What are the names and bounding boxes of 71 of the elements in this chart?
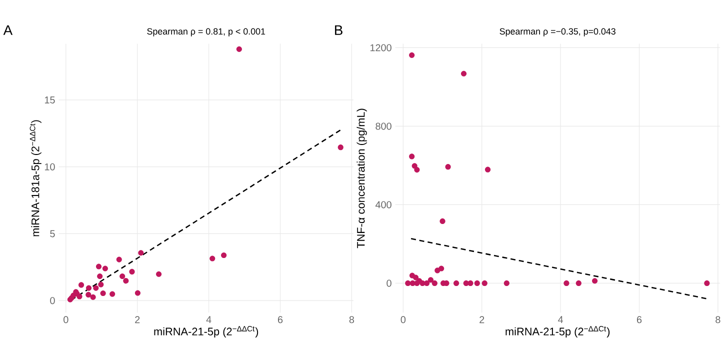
point (704, 280, 710, 286)
point (120, 273, 126, 279)
point (409, 153, 415, 159)
x-tick-label: 8 (716, 316, 720, 323)
point (445, 164, 451, 170)
x-axis-title: miRNA-21-5p (2$^{−ΔΔCt}$) (506, 326, 610, 338)
point (412, 162, 418, 168)
y-tick-label: 10 (44, 163, 55, 170)
point (576, 280, 582, 286)
point (453, 280, 460, 286)
point (97, 273, 103, 279)
y-tick-label: 1200 (370, 44, 392, 52)
point (96, 263, 102, 270)
point (90, 294, 96, 300)
y-tick-label: 800 (376, 122, 392, 130)
point (338, 144, 344, 150)
point (236, 46, 242, 52)
y-tick-label: 400 (375, 200, 392, 208)
x-tick-label: 0 (64, 316, 68, 323)
point (564, 280, 570, 286)
point (98, 282, 104, 288)
point (210, 255, 216, 262)
point (129, 268, 135, 274)
x-tick-label: 2 (480, 316, 484, 323)
point (78, 282, 84, 288)
point (412, 274, 419, 280)
x-tick-label: 0 (400, 316, 406, 323)
chart-title: Spearman ρ =−0.35, p=0.043 (500, 28, 616, 36)
text: B (335, 25, 342, 35)
chart-title: Spearman ρ = 0.81, p < 0.001 (147, 28, 266, 36)
x-tick-label: 4 (206, 316, 212, 323)
y-axis-title: TNF-α concentration (pg/mL) (356, 108, 367, 248)
x-axis-title: miRNA-21-5p (2$^{−ΔΔCt}$) (154, 326, 258, 338)
point (432, 280, 438, 286)
y-tick-label: 0 (50, 296, 55, 304)
point (428, 276, 434, 282)
y-axis-title: miRNA-181a-5p (2$^{−ΔΔCt}$) (30, 120, 42, 236)
point (134, 290, 140, 296)
point (468, 280, 474, 286)
x-tick-label: 2 (135, 316, 140, 323)
point (504, 280, 510, 286)
point (409, 52, 415, 58)
point (474, 280, 480, 286)
point (86, 292, 92, 298)
point (100, 290, 106, 296)
point (93, 285, 99, 291)
point (221, 252, 227, 258)
point (592, 278, 598, 284)
text: A (3, 25, 13, 35)
point (102, 265, 108, 272)
point (116, 256, 122, 262)
point (86, 285, 92, 291)
point (434, 267, 440, 274)
x-tick-label: 6 (636, 316, 642, 323)
point (156, 271, 162, 277)
x-tick-label: 6 (278, 316, 283, 323)
point (123, 278, 129, 284)
point (460, 70, 467, 76)
point (110, 291, 116, 297)
x-tick-label: 4 (558, 316, 564, 323)
point (405, 280, 411, 286)
point (138, 250, 144, 256)
y-tick-label: 15 (44, 96, 55, 104)
point (414, 166, 420, 172)
x-tick-label: 8 (349, 316, 354, 323)
point (440, 218, 446, 224)
point (414, 280, 420, 286)
point (484, 166, 491, 172)
y-tick-label: 0 (386, 279, 392, 286)
point (482, 280, 488, 286)
y-tick-label: 5 (50, 230, 55, 237)
